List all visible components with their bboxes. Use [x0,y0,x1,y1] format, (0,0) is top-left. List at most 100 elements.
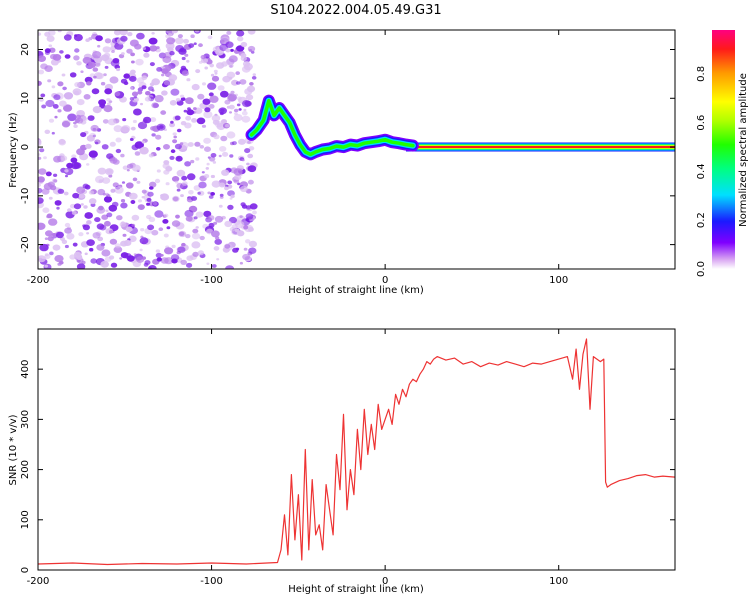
noise-dot [178,231,185,236]
noise-dot [180,94,185,99]
noise-dot [242,253,251,261]
noise-dot [160,254,164,257]
noise-dot [244,88,253,95]
snr-frame [37,328,676,571]
noise-dot [144,96,151,102]
noise-dot [226,105,231,109]
noise-dot [191,83,200,91]
noise-dot [43,156,47,160]
noise-dot [176,169,186,177]
snr-xlabel: Height of straight line (km) [288,584,424,595]
noise-dot [195,211,204,218]
snr-xtick-label: 0 [382,576,388,587]
noise-dot [226,30,232,35]
noise-dot [108,174,113,178]
noise-dot [57,81,64,87]
noise-dot [100,260,109,268]
noise-dot [200,54,206,60]
spectrogram-ytick-label: 0 [20,144,31,150]
noise-dot [207,215,215,221]
noise-dot [146,202,151,206]
noise-dot [244,148,251,154]
noise-dot [137,90,143,95]
noise-dot [175,37,184,45]
noise-dot [143,262,149,267]
noise-dot [139,146,149,155]
noise-dot [49,251,54,256]
noise-dot [140,228,145,232]
noise-dot [211,75,220,82]
noise-dot [148,86,154,91]
noise-dot [153,153,157,157]
noise-dot [180,194,184,198]
noise-dot [174,180,179,184]
noise-dot [158,227,164,231]
noise-dot [239,261,243,265]
noise-dot [155,46,160,50]
noise-dot [76,263,86,269]
spectrogram-frame [37,29,676,270]
noise-dot [169,155,175,160]
noise-dot [176,128,182,133]
noise-dot [52,233,57,237]
noise-dot [213,69,218,73]
noise-dot [120,202,128,209]
noise-dot [193,42,197,45]
noise-dot [161,90,168,96]
noise-dot [216,258,220,261]
noise-dot [45,171,52,177]
noise-dot [181,181,188,186]
noise-dot [224,186,229,191]
noise-dot [38,183,41,187]
noise-dot [214,72,218,75]
snr-xtick-label: 100 [549,576,568,587]
noise-dot [42,207,50,213]
noise-dot [196,117,206,125]
noise-dot [52,244,61,251]
noise-dot [103,73,107,77]
noise-dot [169,51,175,56]
noise-dot [171,176,180,182]
noise-dot [165,166,173,172]
noise-dot [82,183,89,189]
noise-dot [176,182,184,189]
noise-dot [114,243,121,249]
noise-dot [86,232,90,235]
noise-dot [65,174,68,178]
noise-dot [204,107,211,113]
noise-dot [163,233,169,238]
noise-dot [73,251,82,258]
noise-dot [247,165,257,173]
noise-dot [241,110,248,116]
noise-dot [126,182,134,189]
noise-dot [104,220,111,227]
noise-dot [130,52,136,57]
noise-dot [103,52,111,58]
noise-dot [165,182,170,186]
noise-dot [211,180,221,188]
noise-dot [116,67,121,72]
noise-dot [197,191,201,195]
noise-dot [239,79,247,85]
noise-dot [143,52,150,58]
noise-dot [129,75,137,82]
noise-dot [195,69,201,74]
noise-dot [131,214,140,221]
noise-dot [64,54,71,59]
noise-dot [61,120,71,128]
noise-dot [147,191,154,197]
noise-dot [128,192,138,200]
noise-dot [212,119,220,125]
noise-dot [57,30,62,33]
noise-dot [87,115,95,121]
noise-dot [141,85,147,90]
noise-dot [174,115,181,121]
noise-dot [53,179,58,183]
noise-dot [82,56,92,64]
noise-dot [243,225,249,230]
noise-dot [49,185,57,191]
noise-dot [95,35,103,42]
noise-dot [74,82,81,88]
noise-dot [64,227,72,234]
noise-dot [102,119,109,124]
